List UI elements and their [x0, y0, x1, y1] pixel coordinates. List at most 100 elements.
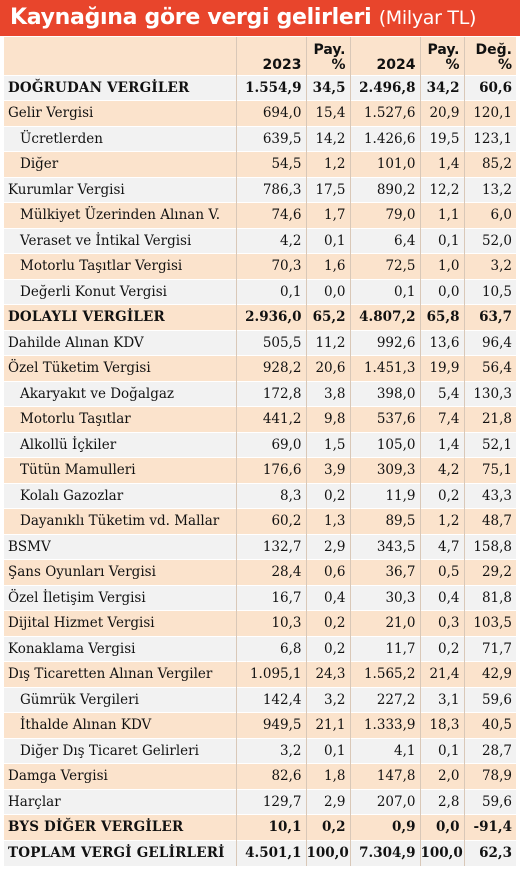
cell-value-2024: 1.426,6: [350, 125, 421, 152]
cell-share-2023: 1,8: [306, 763, 351, 789]
cell-value-2024: 343,5: [350, 533, 421, 560]
header-change: Değ.%: [464, 37, 516, 75]
cell-value-2023: 441,2: [236, 406, 307, 432]
cell-share-2024: 21,4: [420, 661, 465, 687]
cell-value-2024: 2.496,8: [350, 74, 421, 101]
cell-share-2024: 65,8: [420, 304, 465, 330]
cell-share-2024: 1,2: [420, 508, 465, 534]
cell-value-2024: 11,9: [350, 482, 421, 509]
cell-share-2024: 19,5: [420, 125, 465, 152]
row-label: TOPLAM VERGİ GELİRLERİ: [4, 839, 237, 866]
page-title: Kaynağına göre vergi gelirleri: [10, 5, 372, 30]
cell-value-2023: 142,4: [236, 686, 307, 713]
cell-share-2024: 1,4: [420, 151, 465, 177]
cell-value-2024: 1.451,3: [350, 355, 421, 381]
cell-change: 96,4: [464, 329, 516, 356]
cell-change: 103,5: [464, 610, 516, 636]
cell-value-2023: 1.095,1: [236, 661, 307, 687]
table-row: BYS DİĞER VERGİLER 10,1 0,2 0,9 0,0 -91,4: [4, 814, 516, 840]
cell-share-2024: 2,0: [420, 763, 465, 789]
row-label: Konaklama Vergisi: [4, 635, 237, 662]
table-row: Harçlar 129,7 2,9 207,0 2,8 59,6: [4, 788, 516, 815]
cell-change: 75,1: [464, 457, 516, 483]
cell-share-2023: 1,5: [306, 431, 351, 458]
row-label: Değerli Konut Vergisi: [4, 278, 237, 305]
cell-value-2023: 10,3: [236, 610, 307, 636]
cell-value-2023: 4.501,1: [236, 839, 307, 866]
table-row: Alkollü İçkiler 69,0 1,5 105,0 1,4 52,1: [4, 431, 516, 458]
table-row: DOLAYLI VERGİLER 2.936,0 65,2 4.807,2 65,8 63…: [4, 304, 516, 330]
cell-share-2024: 0,3: [420, 610, 465, 636]
cell-share-2024: 0,2: [420, 635, 465, 662]
cell-value-2023: 60,2: [236, 508, 307, 534]
table-row: Dijital Hizmet Vergisi 10,3 0,2 21,0 0,3 103,…: [4, 610, 516, 636]
cell-share-2024: 5,4: [420, 380, 465, 407]
header-share-2023: Pay.%: [306, 37, 351, 75]
cell-value-2024: 0,1: [350, 278, 421, 305]
row-label: Özel Tüketim Vergisi: [4, 355, 237, 381]
cell-change: 81,8: [464, 584, 516, 611]
cell-change: 6,0: [464, 202, 516, 228]
row-label: Motorlu Taşıtlar Vergisi: [4, 253, 237, 279]
cell-change: 158,8: [464, 533, 516, 560]
cell-share-2023: 20,6: [306, 355, 351, 381]
cell-value-2023: 505,5: [236, 329, 307, 356]
cell-share-2024: 13,6: [420, 329, 465, 356]
row-label: BYS DİĞER VERGİLER: [4, 814, 237, 840]
row-label: Damga Vergisi: [4, 763, 237, 789]
table-row: Damga Vergisi 82,6 1,8 147,8 2,0 78,9: [4, 763, 516, 789]
cell-value-2023: 1.554,9: [236, 74, 307, 101]
cell-value-2023: 176,6: [236, 457, 307, 483]
cell-share-2024: 0,0: [420, 814, 465, 840]
table-row: Şans Oyunları Vergisi 28,4 0,6 36,7 0,5 29,2: [4, 559, 516, 585]
cell-value-2023: 129,7: [236, 788, 307, 815]
cell-share-2023: 3,8: [306, 380, 351, 407]
table-row: Ücretlerden 639,5 14,2 1.426,6 19,5 123,1: [4, 125, 516, 152]
cell-value-2024: 227,2: [350, 686, 421, 713]
cell-change: 123,1: [464, 125, 516, 152]
cell-value-2024: 21,0: [350, 610, 421, 636]
row-label: Şans Oyunları Vergisi: [4, 559, 237, 585]
table-row: Gelir Vergisi 694,0 15,4 1.527,6 20,9 120,1: [4, 100, 516, 126]
table-row: Özel Tüketim Vergisi 928,2 20,6 1.451,3 19,9…: [4, 355, 516, 381]
row-label: Özel İletişim Vergisi: [4, 584, 237, 611]
row-label: Kurumlar Vergisi: [4, 176, 237, 203]
table-row: Dahilde Alınan KDV 505,5 11,2 992,6 13,6 96,4: [4, 329, 516, 356]
cell-share-2024: 7,4: [420, 406, 465, 432]
cell-share-2024: 0,4: [420, 584, 465, 611]
cell-value-2023: 8,3: [236, 482, 307, 509]
cell-share-2024: 100,0: [420, 839, 465, 866]
row-label: Diğer: [4, 151, 237, 177]
row-label: Mülkiyet Üzerinden Alınan V.: [4, 202, 237, 228]
row-label: İthalde Alınan KDV: [4, 712, 237, 738]
table-row: Mülkiyet Üzerinden Alınan V. 74,6 1,7 79,0 1…: [4, 202, 516, 228]
cell-value-2023: 639,5: [236, 125, 307, 152]
cell-value-2024: 207,0: [350, 788, 421, 815]
header-share-2024: Pay.%: [420, 37, 465, 75]
row-label: Dış Ticaretten Alınan Vergiler: [4, 661, 237, 687]
row-label: Alkollü İçkiler: [4, 431, 237, 458]
cell-value-2024: 1.333,9: [350, 712, 421, 738]
cell-change: 85,2: [464, 151, 516, 177]
table-row: BSMV 132,7 2,9 343,5 4,7 158,8: [4, 533, 516, 560]
cell-value-2024: 6,4: [350, 227, 421, 254]
cell-change: 13,2: [464, 176, 516, 203]
cell-value-2023: 172,8: [236, 380, 307, 407]
cell-share-2023: 0,1: [306, 227, 351, 254]
cell-share-2024: 0,5: [420, 559, 465, 585]
cell-share-2023: 15,4: [306, 100, 351, 126]
cell-change: 78,9: [464, 763, 516, 789]
cell-share-2023: 24,3: [306, 661, 351, 687]
cell-change: 130,3: [464, 380, 516, 407]
row-label: DOLAYLI VERGİLER: [4, 304, 237, 330]
cell-value-2023: 2.936,0: [236, 304, 307, 330]
cell-share-2024: 0,1: [420, 227, 465, 254]
cell-value-2023: 6,8: [236, 635, 307, 662]
table-row: Akaryakıt ve Doğalgaz 172,8 3,8 398,0 5,4 130…: [4, 380, 516, 407]
cell-share-2024: 0,0: [420, 278, 465, 305]
cell-share-2024: 0,1: [420, 737, 465, 764]
row-label: Diğer Dış Ticaret Gelirleri: [4, 737, 237, 764]
cell-share-2024: 18,3: [420, 712, 465, 738]
cell-value-2023: 4,2: [236, 227, 307, 254]
table-row: DOĞRUDAN VERGİLER 1.554,9 34,5 2.496,8 34,2 6…: [4, 74, 516, 101]
